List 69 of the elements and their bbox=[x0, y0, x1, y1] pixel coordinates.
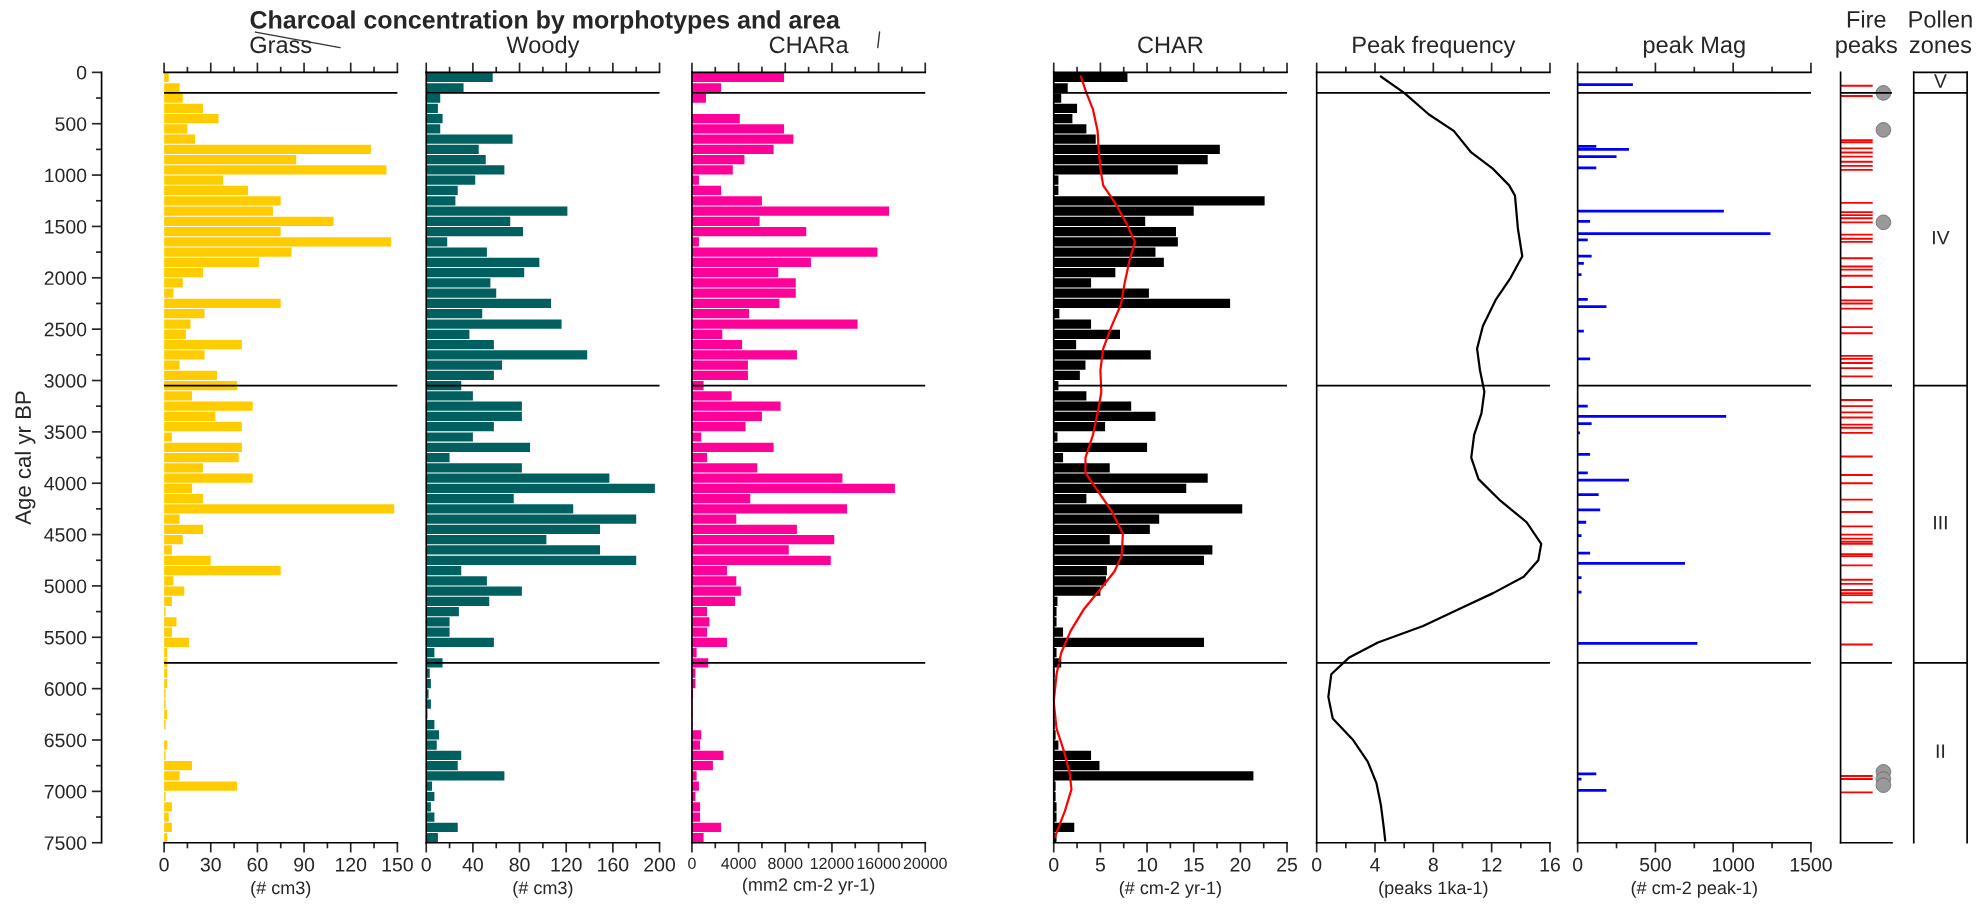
x-tick-label: 120 bbox=[551, 857, 582, 872]
y-tick-label: 5000 bbox=[44, 579, 87, 594]
y-tick-label: 6500 bbox=[44, 733, 87, 748]
y-tick-label: 2000 bbox=[44, 271, 87, 286]
chart-title: Grass bbox=[250, 36, 312, 54]
x-tick-label: 12000 bbox=[810, 857, 854, 870]
x-tick-label: 80 bbox=[509, 857, 530, 872]
chart-title: Peak frequency bbox=[1353, 35, 1516, 58]
x-tick-label: 16000 bbox=[857, 857, 901, 870]
x-tick-label: 5 bbox=[1095, 858, 1105, 872]
y-tick-label: 7500 bbox=[44, 836, 87, 850]
x-tick-label: 150 bbox=[382, 857, 413, 872]
y-tick-label: 1500 bbox=[45, 219, 87, 234]
y-tick-label: 2500 bbox=[44, 322, 87, 337]
x-tick-label: 8 bbox=[1428, 857, 1438, 872]
x-tick-label: 90 bbox=[294, 857, 315, 872]
x-tick-label: 160 bbox=[598, 857, 629, 872]
x-axis-title: (peaks 1ka-1) bbox=[1379, 880, 1488, 898]
x-tick-label: 12 bbox=[1482, 857, 1502, 872]
x-axis-title: (# cm3) bbox=[251, 880, 311, 898]
x-axis-title: (# cm3) bbox=[513, 880, 573, 898]
text: Charcoal concentration by morphotypes and area bbox=[250, 10, 841, 34]
text: II bbox=[1936, 744, 1945, 758]
x-tick-label: 8000 bbox=[768, 857, 803, 870]
x-tick-label: 0 bbox=[1049, 857, 1059, 872]
x-tick-label: 0 bbox=[159, 857, 169, 872]
x-tick-label: 25 bbox=[1277, 857, 1298, 872]
text: Pollen zones bbox=[1909, 10, 1972, 54]
x-tick-label: 60 bbox=[247, 857, 268, 872]
x-tick-label: 30 bbox=[200, 857, 221, 872]
y-tick-label: 4000 bbox=[44, 476, 87, 491]
x-tick-label: 4 bbox=[1370, 858, 1380, 872]
x-tick-label: 16 bbox=[1540, 857, 1560, 872]
chart-title: Fire peaks bbox=[1836, 10, 1897, 58]
y-tick-label: 4500 bbox=[44, 528, 87, 542]
x-tick-label: 200 bbox=[644, 857, 675, 872]
x-tick-label: 40 bbox=[462, 857, 483, 872]
x-axis-title: (# cm-2 yr-1) bbox=[1119, 880, 1221, 898]
chart-title: CHARa bbox=[769, 36, 849, 54]
x-tick-label: 0 bbox=[421, 857, 431, 872]
x-tick-label: 4000 bbox=[721, 857, 756, 870]
x-tick-label: 0 bbox=[688, 857, 696, 870]
y-tick-label: 3500 bbox=[44, 425, 87, 440]
chart-title: Woody bbox=[506, 35, 580, 58]
x-tick-label: 15 bbox=[1184, 858, 1204, 872]
x-axis-title: (mm2 cm-2 yr-1) bbox=[743, 877, 875, 895]
x-tick-label: 0 bbox=[1573, 857, 1583, 872]
y-tick-label: 5500 bbox=[44, 630, 87, 645]
x-tick-label: 20000 bbox=[903, 857, 947, 870]
chart-title: CHAR bbox=[1138, 36, 1203, 54]
y-tick-label: 6000 bbox=[44, 682, 87, 696]
y-tick-label: 7000 bbox=[44, 784, 87, 799]
text: IV bbox=[1933, 230, 1950, 245]
x-tick-label: 120 bbox=[335, 857, 367, 872]
y-axis-title: Age cal yr BP bbox=[14, 391, 36, 525]
text: V bbox=[1934, 74, 1947, 88]
x-tick-label: 1500 bbox=[1790, 857, 1832, 872]
y-tick-label: 0 bbox=[76, 65, 87, 80]
y-tick-label: 3000 bbox=[44, 373, 87, 388]
x-axis-title: (# cm-2 peak-1) bbox=[1631, 880, 1757, 898]
y-tick-label: 1000 bbox=[45, 168, 87, 183]
x-tick-label: 10 bbox=[1137, 857, 1158, 872]
text: III bbox=[1934, 515, 1947, 530]
x-tick-label: 0 bbox=[1312, 857, 1322, 872]
x-tick-label: 1000 bbox=[1713, 857, 1755, 872]
x-tick-label: 500 bbox=[1639, 857, 1671, 872]
x-tick-label: 20 bbox=[1230, 857, 1251, 872]
y-tick-label: 500 bbox=[55, 117, 87, 131]
chart-title: peak Mag bbox=[1643, 35, 1745, 58]
